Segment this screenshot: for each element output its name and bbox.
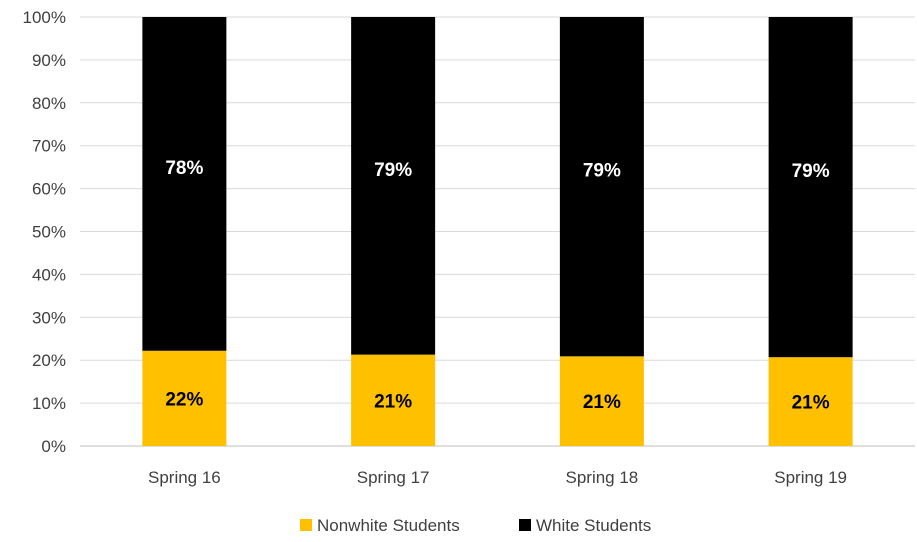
data-label: 78% xyxy=(165,158,203,179)
bar-segment xyxy=(351,354,436,446)
legend-swatch xyxy=(300,519,312,531)
bar-segment xyxy=(768,357,853,446)
data-label: 21% xyxy=(583,392,621,413)
data-label: 21% xyxy=(374,391,412,412)
y-tick-label: 100% xyxy=(23,8,66,27)
bar-segment xyxy=(559,17,644,357)
y-tick-label: 10% xyxy=(32,394,66,413)
y-axis: 0% 10% 20% 30% 40% 50% 60% 70% 80% 90% 100% xyxy=(23,8,66,456)
x-tick-label: Spring 17 xyxy=(357,468,430,487)
y-tick-label: 20% xyxy=(32,351,66,370)
bar-segment xyxy=(559,356,644,446)
y-tick-label: 70% xyxy=(32,137,66,156)
y-tick-label: 50% xyxy=(32,223,66,242)
legend: Nonwhite Students White Students xyxy=(300,516,651,535)
data-label: 79% xyxy=(792,161,830,182)
legend-swatch xyxy=(519,519,531,531)
data-label: 22% xyxy=(165,389,203,410)
data-label: 79% xyxy=(374,160,412,181)
y-tick-label: 30% xyxy=(32,308,66,327)
legend-label: White Students xyxy=(536,516,651,535)
x-tick-label: Spring 19 xyxy=(774,468,847,487)
x-tick-label: Spring 16 xyxy=(148,468,221,487)
bar-segment xyxy=(142,17,227,351)
bar-segment xyxy=(351,17,436,355)
y-tick-label: 60% xyxy=(32,180,66,199)
x-axis: Spring 16 Spring 17 Spring 18 Spring 19 xyxy=(148,468,847,487)
bar-segment xyxy=(768,17,853,358)
y-tick-label: 40% xyxy=(32,265,66,284)
y-tick-label: 0% xyxy=(41,437,66,456)
bars: 22% 78% 21% 79% 21% 79% 21% 79% xyxy=(142,17,853,446)
y-tick-label: 90% xyxy=(32,51,66,70)
y-tick-label: 80% xyxy=(32,94,66,113)
data-label: 79% xyxy=(583,161,621,182)
legend-label: Nonwhite Students xyxy=(317,516,460,535)
bar-segment xyxy=(142,350,227,446)
x-tick-label: Spring 18 xyxy=(565,468,638,487)
data-label: 21% xyxy=(792,393,830,414)
